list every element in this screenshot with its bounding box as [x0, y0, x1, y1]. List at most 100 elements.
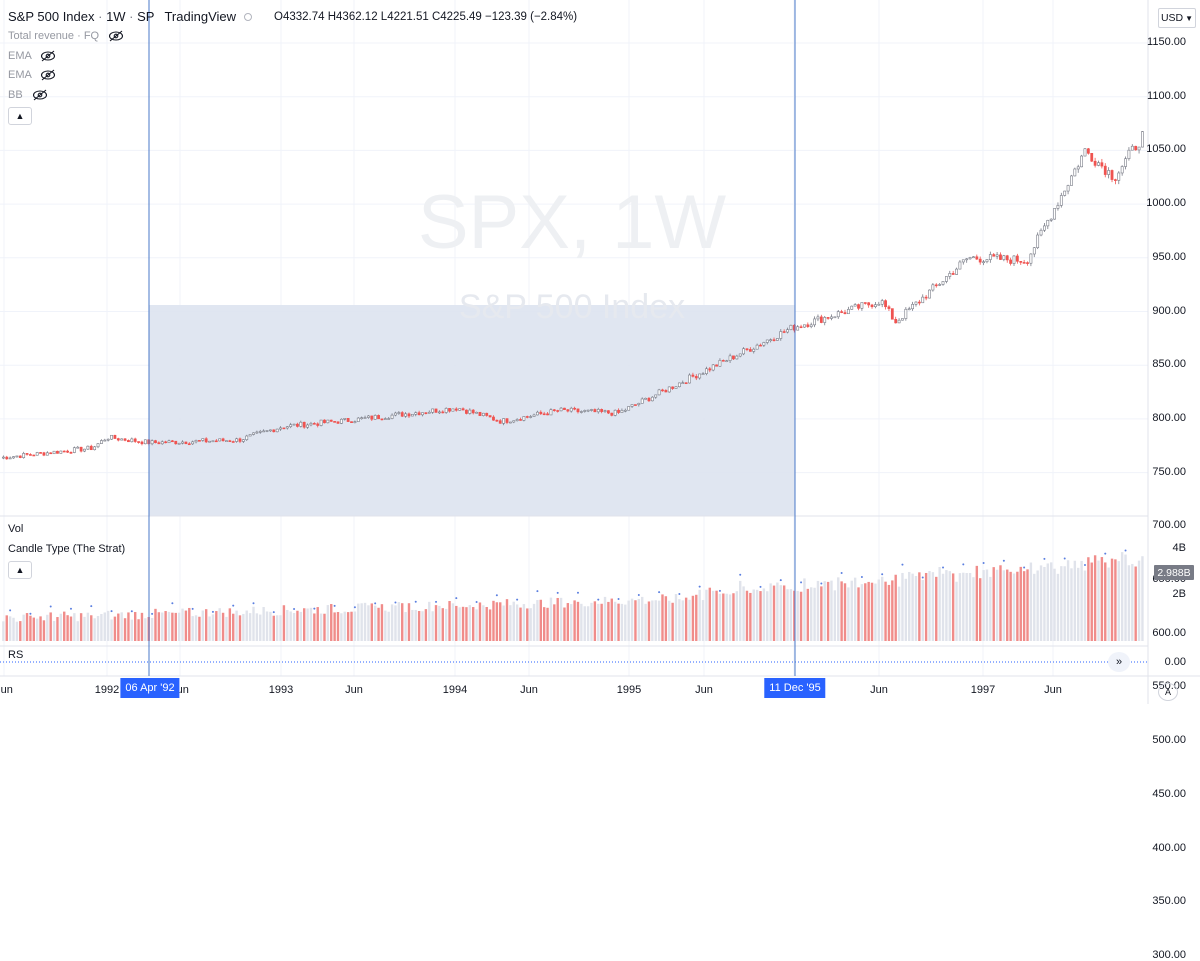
- eye-off-icon[interactable]: [40, 50, 56, 62]
- candle-body: [691, 374, 695, 377]
- time-axis-label: 1994: [442, 684, 468, 696]
- indicator-ema-1[interactable]: EMA: [8, 50, 56, 62]
- indicator-label: BB: [8, 89, 23, 101]
- volume-bar: [1077, 567, 1080, 641]
- time-axis-label: Jun: [870, 684, 888, 696]
- candle-body: [742, 348, 746, 355]
- volume-bar: [627, 600, 630, 641]
- strat-dot: [475, 601, 478, 604]
- candle-body: [519, 419, 522, 421]
- candle-body: [532, 414, 536, 417]
- candle-body: [279, 427, 282, 430]
- strat-dot: [313, 607, 316, 610]
- auto-scale-button[interactable]: A: [1158, 683, 1178, 701]
- candle-body: [934, 284, 938, 287]
- volume-bar: [127, 612, 130, 641]
- candle-body: [1110, 170, 1114, 180]
- volume-bar: [745, 590, 749, 641]
- collapse-volume-legend-button[interactable]: ▲: [8, 561, 32, 579]
- indicator-ema-2[interactable]: EMA: [8, 69, 56, 81]
- volume-bar: [624, 604, 627, 641]
- collapse-legend-button[interactable]: ▲: [8, 107, 32, 125]
- candle-body: [377, 415, 380, 420]
- candle-body: [289, 424, 293, 427]
- volume-bar: [387, 611, 390, 641]
- candle-body: [323, 419, 326, 424]
- volume-bar: [651, 600, 654, 641]
- rs-label[interactable]: RS: [8, 649, 24, 661]
- volume-bar: [826, 581, 830, 641]
- symbol-name[interactable]: S&P 500 Index: [8, 9, 95, 24]
- candle-body: [951, 273, 955, 275]
- candle-body: [664, 390, 668, 393]
- candle-body: [137, 441, 140, 443]
- volume-bar: [191, 616, 194, 641]
- volume-label[interactable]: Vol: [8, 523, 24, 535]
- chart-canvas[interactable]: SPX, 1W S&P 500 Index: [0, 0, 1200, 704]
- volume-bar: [985, 569, 989, 641]
- strat-indicator-label[interactable]: Candle Type (The Strat): [8, 543, 126, 555]
- strat-dot: [252, 602, 255, 605]
- volume-bar: [73, 613, 76, 641]
- candle-body: [999, 254, 1002, 260]
- candle-body: [1009, 259, 1013, 264]
- volume-bar: [962, 572, 965, 641]
- volume-bar: [630, 598, 634, 641]
- strat-dot: [333, 604, 336, 607]
- candle-body: [397, 412, 401, 414]
- volume-bar: [705, 589, 708, 641]
- candle-body: [221, 438, 225, 442]
- candle-body: [775, 338, 779, 341]
- volume-bar: [208, 616, 211, 641]
- candle-body: [911, 304, 915, 310]
- candle-body: [613, 409, 617, 416]
- volume-bar: [289, 611, 292, 641]
- candle-body: [218, 438, 222, 442]
- indicator-label: EMA: [8, 69, 32, 81]
- volume-bar: [357, 603, 360, 641]
- eye-off-icon[interactable]: [40, 69, 56, 81]
- candle-body: [982, 261, 985, 264]
- currency-button[interactable]: USD ▼: [1158, 8, 1196, 28]
- candle-body: [549, 409, 553, 416]
- candle-body: [1097, 162, 1100, 166]
- volume-bar: [12, 617, 15, 641]
- strat-dot: [840, 571, 843, 574]
- candle-body: [458, 408, 462, 411]
- volume-bar: [144, 618, 147, 641]
- candle-body: [22, 453, 26, 458]
- scroll-to-realtime-button[interactable]: »: [1108, 652, 1130, 672]
- price-axis-label: 450.00: [1152, 787, 1186, 800]
- volume-bar: [1134, 566, 1137, 641]
- volume-bar: [444, 608, 448, 641]
- indicator-total-revenue[interactable]: Total revenue · FQ: [8, 30, 124, 42]
- interval-label[interactable]: 1W: [106, 9, 126, 24]
- volume-bar: [701, 600, 705, 641]
- candle-body: [708, 368, 712, 371]
- volume-bar: [397, 602, 401, 641]
- series-legend[interactable]: S&P 500 Index · 1W · SP TradingView O433…: [8, 9, 578, 24]
- candle-body: [143, 439, 147, 445]
- candle-body: [103, 439, 107, 442]
- eye-off-icon[interactable]: [108, 30, 124, 42]
- volume-bar: [796, 590, 799, 641]
- candle-body: [394, 412, 397, 416]
- candle-body: [157, 442, 161, 445]
- candle-body: [336, 421, 340, 424]
- candle-body: [654, 394, 658, 398]
- candle-body: [66, 450, 70, 453]
- eye-off-icon[interactable]: [32, 89, 48, 101]
- candle-body: [681, 382, 685, 384]
- indicator-bb[interactable]: BB: [8, 89, 48, 101]
- volume-bar: [1124, 554, 1127, 641]
- candle-body: [211, 440, 215, 443]
- volume-bar: [661, 594, 664, 641]
- strat-dot: [658, 591, 661, 594]
- volume-bar: [823, 581, 826, 641]
- watermark-name: S&P 500 Index: [459, 288, 685, 326]
- volume-bar: [657, 600, 661, 641]
- volume-current-badge: 2.988B: [1154, 565, 1194, 580]
- volume-bar: [83, 616, 86, 641]
- volume-bar: [221, 612, 225, 641]
- exchange-label: SP: [137, 9, 155, 24]
